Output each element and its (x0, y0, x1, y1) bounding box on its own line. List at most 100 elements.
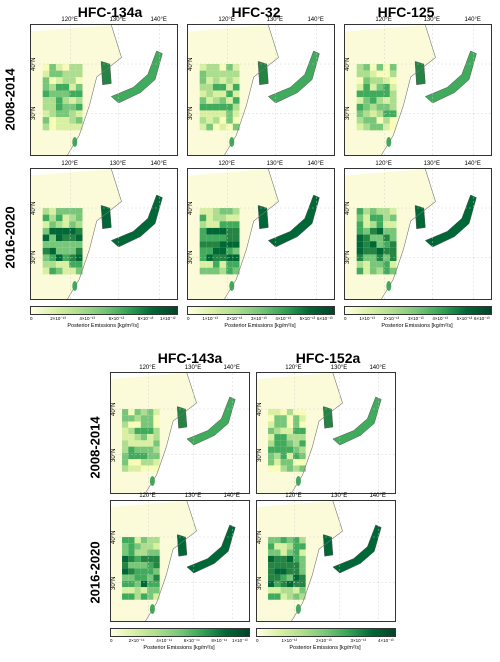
emission-cell (376, 110, 384, 118)
emission-cell (356, 64, 364, 71)
japan-shape (424, 50, 477, 104)
emission-cell (122, 580, 129, 588)
emission-cell (232, 241, 240, 248)
emission-cell (55, 70, 63, 78)
emission-cell (147, 409, 154, 416)
lon-tick-label: 130°E (330, 365, 348, 371)
lat-tick-label: 40°N (111, 402, 117, 416)
emission-cell (299, 427, 306, 435)
emission-cell (280, 580, 287, 588)
colorbar-tick-label: 5×10⁻¹³ (456, 316, 473, 321)
emission-cell (42, 247, 50, 255)
emission-cell (42, 77, 50, 84)
emission-cell (134, 427, 141, 435)
emission-cell (55, 83, 63, 91)
emission-cell (232, 110, 240, 118)
emission-cell (49, 267, 56, 275)
lon-tick-label: 140°E (223, 493, 240, 499)
emission-cell (122, 452, 129, 460)
emission-cell (134, 459, 141, 466)
emission-cell (69, 234, 76, 242)
emission-cell (42, 83, 50, 91)
emission-cell (55, 123, 63, 131)
emission-cell (383, 117, 390, 124)
emission-cell (62, 221, 70, 228)
emission-cell (75, 241, 83, 248)
emission-cell (293, 555, 300, 563)
emission-cell (42, 123, 50, 131)
emission-cell (199, 254, 207, 262)
emission-cell (140, 537, 148, 544)
emission-cell (140, 543, 148, 550)
emission-cell (49, 227, 56, 235)
emission-cell (376, 117, 384, 124)
emission-cell (369, 110, 377, 118)
emission-cell (140, 459, 148, 466)
emission-cell (268, 446, 275, 453)
emission-cell (199, 83, 207, 91)
korea-shape (322, 406, 334, 429)
emission-cell (140, 555, 148, 563)
emission-cell (55, 208, 63, 215)
emission-cell (199, 214, 207, 222)
emission-cell (293, 434, 300, 441)
korea-shape (176, 534, 188, 557)
emission-cell (153, 587, 160, 594)
emission-cell (369, 208, 377, 215)
emission-cell (219, 254, 227, 262)
coastline (145, 373, 197, 493)
lon-tick-label: 130°E (109, 161, 127, 167)
emission-cell (232, 227, 240, 235)
emission-cell (75, 103, 83, 111)
emission-cell (356, 90, 364, 98)
emission-cell (376, 214, 384, 222)
emission-cell (122, 421, 129, 428)
emission-cell (206, 241, 213, 248)
emission-cell (268, 537, 275, 544)
lon-tick-label: 120°E (61, 161, 78, 167)
emission-cell (69, 90, 76, 98)
emission-cell (363, 221, 370, 228)
emission-cell (389, 261, 397, 268)
lat-tick-label: 40°N (345, 57, 351, 71)
emission-cell (42, 103, 50, 111)
emission-cell (219, 77, 227, 84)
emission-cell (274, 427, 281, 435)
map-6 (111, 373, 249, 493)
emission-cell (122, 409, 129, 416)
emission-cell (274, 593, 281, 600)
emission-cell (286, 446, 294, 453)
emission-cell (69, 64, 76, 71)
emission-cell (369, 221, 377, 228)
emission-cell (62, 227, 70, 235)
coastline (67, 25, 122, 155)
emission-cell (69, 267, 76, 275)
emission-cell (42, 267, 50, 275)
emission-cell (212, 103, 220, 111)
lon-tick-label: 140°E (464, 17, 481, 23)
emission-cell (363, 267, 370, 275)
colorbar (110, 628, 250, 637)
emission-cell (299, 593, 306, 600)
emission-cell (226, 234, 233, 242)
emission-cell (212, 117, 220, 124)
emission-cell (62, 267, 70, 275)
emission-cell (49, 103, 56, 111)
emission-cell (153, 537, 160, 544)
emission-cell (226, 241, 233, 248)
emission-cell (206, 234, 213, 242)
emission-cell (383, 221, 390, 228)
emission-cell (153, 421, 160, 428)
emission-cell (383, 97, 390, 104)
japan-shape (186, 524, 236, 574)
emission-cell (299, 568, 306, 575)
emission-cell (356, 83, 364, 91)
emission-cell (219, 227, 227, 235)
emission-cell (153, 446, 160, 453)
emission-cell (122, 568, 129, 575)
korea-shape (257, 61, 269, 86)
emission-cell (153, 415, 160, 422)
emission-cell (219, 64, 227, 71)
lat-tick-label: 40°N (257, 402, 263, 416)
emission-cell (62, 234, 70, 242)
